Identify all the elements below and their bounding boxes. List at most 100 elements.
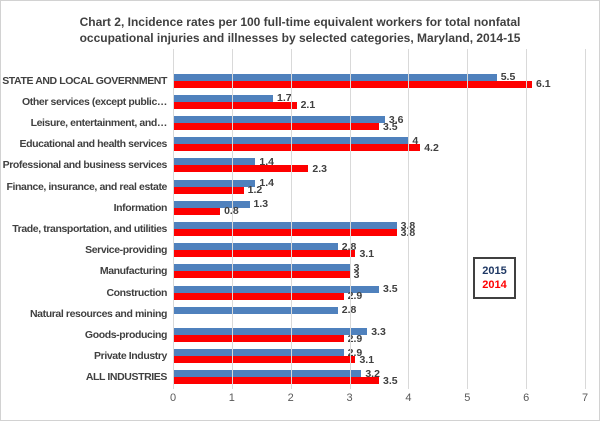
value-label: 1.7 [277, 92, 292, 105]
x-tick-label: 1 [228, 392, 235, 404]
value-label: 2.9 [347, 290, 363, 303]
bar-2015 [173, 285, 379, 293]
bar-2015 [173, 349, 344, 357]
bar-line-2015: 5.5 [173, 71, 585, 84]
value-label: 1.2 [247, 184, 263, 197]
bar-2014 [173, 377, 379, 385]
bar-line-2015: 3.3 [173, 326, 585, 337]
bar-2014 [173, 356, 356, 364]
value-label: 3.1 [359, 353, 375, 366]
x-tick-label: 5 [464, 392, 471, 404]
bar-line-2015: 2.8 [173, 241, 585, 252]
bar-line-2014: 3.1 [173, 247, 585, 260]
value-label: 3.5 [383, 374, 398, 387]
bar-2015 [173, 116, 385, 123]
bar-line-2014: 6.1 [173, 78, 585, 91]
bar-row: 3.83.8 [173, 218, 585, 239]
x-tick-label: 7 [581, 392, 589, 404]
value-label: 4 [412, 134, 419, 147]
bar-line-2015: 1.4 [173, 155, 585, 168]
bar-2015 [173, 73, 497, 81]
bar-row: 5.5 6.1 [173, 70, 585, 91]
value-label: 5.5 [500, 71, 516, 84]
bar-2015 [173, 264, 350, 272]
value-label: 2.9 [347, 332, 363, 345]
bar-2014 [173, 207, 221, 215]
bar-row: 2.8 [173, 303, 585, 324]
bar-line-2014: 2.9 [173, 290, 585, 303]
legend: 2015 2014 [473, 257, 516, 299]
bar-2015 [173, 94, 274, 102]
x-tick-label: 4 [405, 392, 412, 404]
bar-row: 3.5 2.9 [173, 282, 585, 303]
value-label: 1.4 [259, 155, 274, 168]
bar-2014 [173, 123, 379, 130]
bar-2014 [173, 271, 350, 279]
value-label: 2.1 [300, 99, 316, 112]
category-label: Natural resources and mining [29, 307, 167, 320]
gridline [408, 49, 410, 389]
value-label: 3 [353, 268, 360, 281]
gridline [231, 49, 233, 389]
bar-line-2015: 3.5 [173, 283, 585, 296]
bar-2015 [173, 222, 397, 230]
bar-line-2014: 1.2 [173, 184, 585, 197]
category-label: Educational and health services [19, 138, 168, 151]
x-tick-label: 0 [169, 392, 177, 404]
plot-area: 5.56.11.72.13.63.544.21.42.31.41.21.30.8… [173, 49, 586, 389]
category-label: ALL INDUSTRIES [85, 371, 168, 384]
bar-line-2015: 1.3 [173, 198, 585, 211]
bar-2014 [173, 101, 297, 109]
category-label: Service-providing [85, 244, 167, 257]
gridline [173, 49, 174, 389]
value-label: 6.1 [536, 78, 551, 91]
bar-line-2014 [173, 314, 585, 321]
legend-item-2014: 2014 [482, 279, 507, 291]
gridline [349, 49, 351, 389]
x-tick-label: 2 [287, 392, 294, 404]
bar-row: 1.7 2.1 [173, 91, 585, 112]
bar-line-2015: 3.2 [173, 369, 585, 379]
category-label: STATE AND LOCAL GOVERNMENT [2, 74, 167, 87]
category-label: Construction [106, 286, 167, 299]
bar-2014 [173, 165, 309, 173]
bar-line-2015: 4 [173, 134, 585, 147]
bar-line-2014: 3.1 [173, 353, 585, 366]
bar-line-2015: 2.8 [173, 305, 585, 316]
bar-row: 3.2 3.5 [173, 367, 585, 388]
value-label: 1.4 [259, 177, 274, 190]
legend-item-2015: 2015 [482, 265, 507, 277]
value-label: 3.6 [388, 113, 404, 126]
bar-line-2015: 3.6 [173, 113, 585, 126]
bar-2014 [173, 144, 421, 152]
value-label: 3 [353, 261, 360, 274]
bar-2014 [173, 292, 344, 300]
bar-line-2015: 1.7 [173, 92, 585, 105]
category-label: Other services (except public… [22, 95, 167, 108]
gridline [467, 49, 469, 389]
bar-row: 1.3 0.8 [173, 197, 585, 218]
bar-row: 3.6 3.5 [173, 112, 585, 133]
bar-line-2015: 2.9 [173, 347, 585, 358]
value-label: 3.1 [359, 247, 375, 260]
bar-2014 [173, 335, 344, 343]
bar-2015 [173, 370, 362, 378]
bar-2015 [173, 306, 338, 314]
value-label: 0.8 [224, 206, 239, 217]
category-label: Private Industry [94, 350, 167, 363]
bar-line-2014: 3 [173, 268, 585, 281]
value-label: 1.3 [253, 198, 269, 211]
bar-2014 [173, 186, 244, 194]
category-label: Manufacturing [99, 265, 168, 278]
value-label: 3.5 [383, 283, 398, 296]
value-label: 3.5 [383, 120, 398, 133]
bar-line-2015: 1.4 [173, 177, 585, 190]
gridline [290, 49, 292, 389]
bar-row: 1.4 2.3 [173, 155, 585, 176]
category-label: Professional and business services [2, 159, 168, 172]
gridline [585, 49, 586, 389]
bar-2015 [173, 243, 338, 251]
bar-row: 2.9 3.1 [173, 346, 585, 367]
